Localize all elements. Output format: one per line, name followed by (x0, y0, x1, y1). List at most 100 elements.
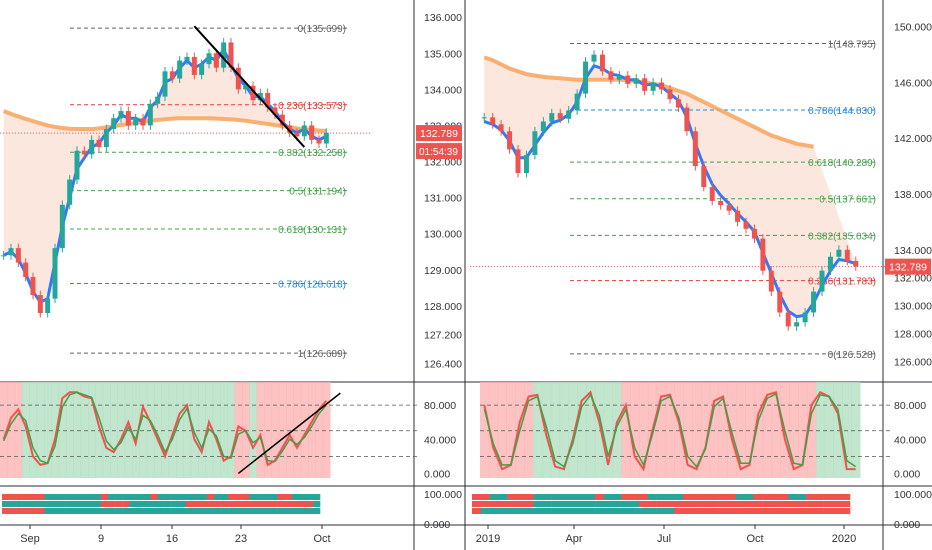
R-histogram-cell (691, 501, 701, 507)
L-candle (74, 150, 80, 180)
R-histogram-cell (586, 501, 596, 507)
L-candle (169, 71, 175, 79)
L-x-tick-label: 23 (235, 533, 247, 545)
L-histogram-tick-label: 0.000 (424, 519, 450, 531)
L-stoch-tick-label: 80.000 (424, 400, 456, 412)
L-candle (309, 125, 315, 140)
L-histogram-cell (298, 508, 307, 514)
L-price-tick-label: 131.000 (424, 193, 462, 205)
L-histogram-cell (93, 508, 102, 514)
L-histogram-cell (291, 494, 300, 500)
L-stoch-regime-band (58, 382, 67, 478)
L-stoch-regime-band (14, 382, 23, 478)
R-histogram-cell (753, 494, 763, 500)
R-stoch-regime-band (524, 382, 534, 478)
L-histogram-cell (115, 501, 123, 507)
L-stoch-regime-band (161, 382, 170, 478)
L-candle (67, 179, 73, 205)
L-candle (265, 92, 271, 108)
L-histogram-cell (23, 494, 31, 500)
R-histogram-cell (806, 494, 816, 500)
R-candle (616, 75, 622, 80)
R-price-tick-label: 134.000 (894, 245, 932, 257)
L-stoch-regime-band (278, 382, 287, 478)
R-stoch-regime-band (506, 382, 516, 478)
L-stoch-regime-band (234, 382, 243, 478)
L-stoch-regime-band (227, 382, 236, 478)
L-candle (199, 64, 205, 75)
L-histogram-cell (249, 508, 257, 514)
R-price-tick-label: 128.000 (894, 328, 932, 340)
R-candle (650, 82, 656, 91)
L-histogram-cell (228, 501, 236, 507)
L-histogram-cell (108, 494, 116, 500)
L-candle (235, 67, 241, 90)
L-histogram-cell (100, 508, 109, 514)
R-histogram-cell (726, 494, 737, 500)
L-histogram-cell (305, 508, 314, 514)
R-candle (768, 270, 774, 292)
R-histogram-cell (841, 508, 851, 514)
R-candle (819, 270, 825, 292)
L-histogram-cell (242, 508, 250, 514)
L-stoch-regime-band (315, 382, 324, 478)
R-histogram-cell (647, 494, 657, 500)
R-histogram-cell (718, 494, 728, 500)
R-histogram-cell (709, 494, 719, 500)
R-price-tick-label: 138.000 (894, 189, 932, 201)
R-histogram-cell (524, 508, 534, 514)
R-stoch-regime-band (833, 382, 843, 478)
R-histogram-cell (814, 508, 824, 514)
R-histogram-cell (762, 501, 772, 507)
L-candle (52, 248, 58, 299)
L-histogram-cell (44, 501, 52, 507)
L-histogram-cell (277, 508, 285, 514)
L-histogram-cell (44, 508, 52, 514)
L-histogram-cell (185, 494, 194, 500)
R-histogram-cell (691, 494, 701, 500)
L-trend-line[interactable] (193, 25, 306, 148)
L-histogram-cell (136, 494, 144, 500)
L-histogram-cell (206, 501, 215, 507)
L-histogram-cell (122, 501, 130, 507)
R-histogram-cell (770, 508, 780, 514)
L-histogram-cell (115, 494, 123, 500)
R-candle (481, 117, 487, 119)
L-histogram-cell (228, 494, 236, 500)
L-histogram-cell (65, 501, 73, 507)
R-stoch-regime-band (683, 382, 693, 478)
L-stoch-regime-band (308, 382, 316, 478)
L-histogram-cell (235, 501, 243, 507)
R-candle (777, 291, 783, 313)
L-histogram-cell (192, 501, 201, 507)
R-histogram-cell (700, 508, 710, 514)
R-histogram-cell (524, 494, 534, 500)
L-histogram-cell (37, 508, 45, 514)
R-histogram-cell (586, 494, 596, 500)
R-fib-label: 0.618(140.289) (808, 158, 876, 169)
R-candle (557, 113, 563, 119)
R-histogram-cell (559, 508, 569, 514)
R-histogram-cell (647, 508, 657, 514)
L-histogram-cell (164, 494, 172, 500)
L-stoch-regime-band (102, 382, 111, 478)
R-stoch-regime-band (665, 382, 675, 478)
R-candle (675, 99, 681, 108)
L-stoch-regime-band (176, 382, 184, 478)
R-candle (853, 260, 859, 267)
R-histogram-cell (507, 501, 517, 507)
L-histogram-cell (136, 501, 144, 507)
L-histogram-cell (312, 494, 321, 500)
L-stoch-regime-band (154, 382, 162, 478)
R-stoch-regime-band (745, 382, 755, 478)
L-stoch-trend-line[interactable] (237, 392, 341, 475)
R-histogram-cell (691, 508, 701, 514)
R-candle (625, 75, 631, 84)
L-histogram-cell (51, 494, 59, 500)
L-histogram-cell (51, 501, 59, 507)
R-candle (785, 312, 791, 327)
L-histogram-cell (108, 508, 116, 514)
L-histogram-cell (214, 508, 222, 514)
L-stoch-regime-band (300, 382, 309, 478)
R-histogram-cell (621, 501, 631, 507)
